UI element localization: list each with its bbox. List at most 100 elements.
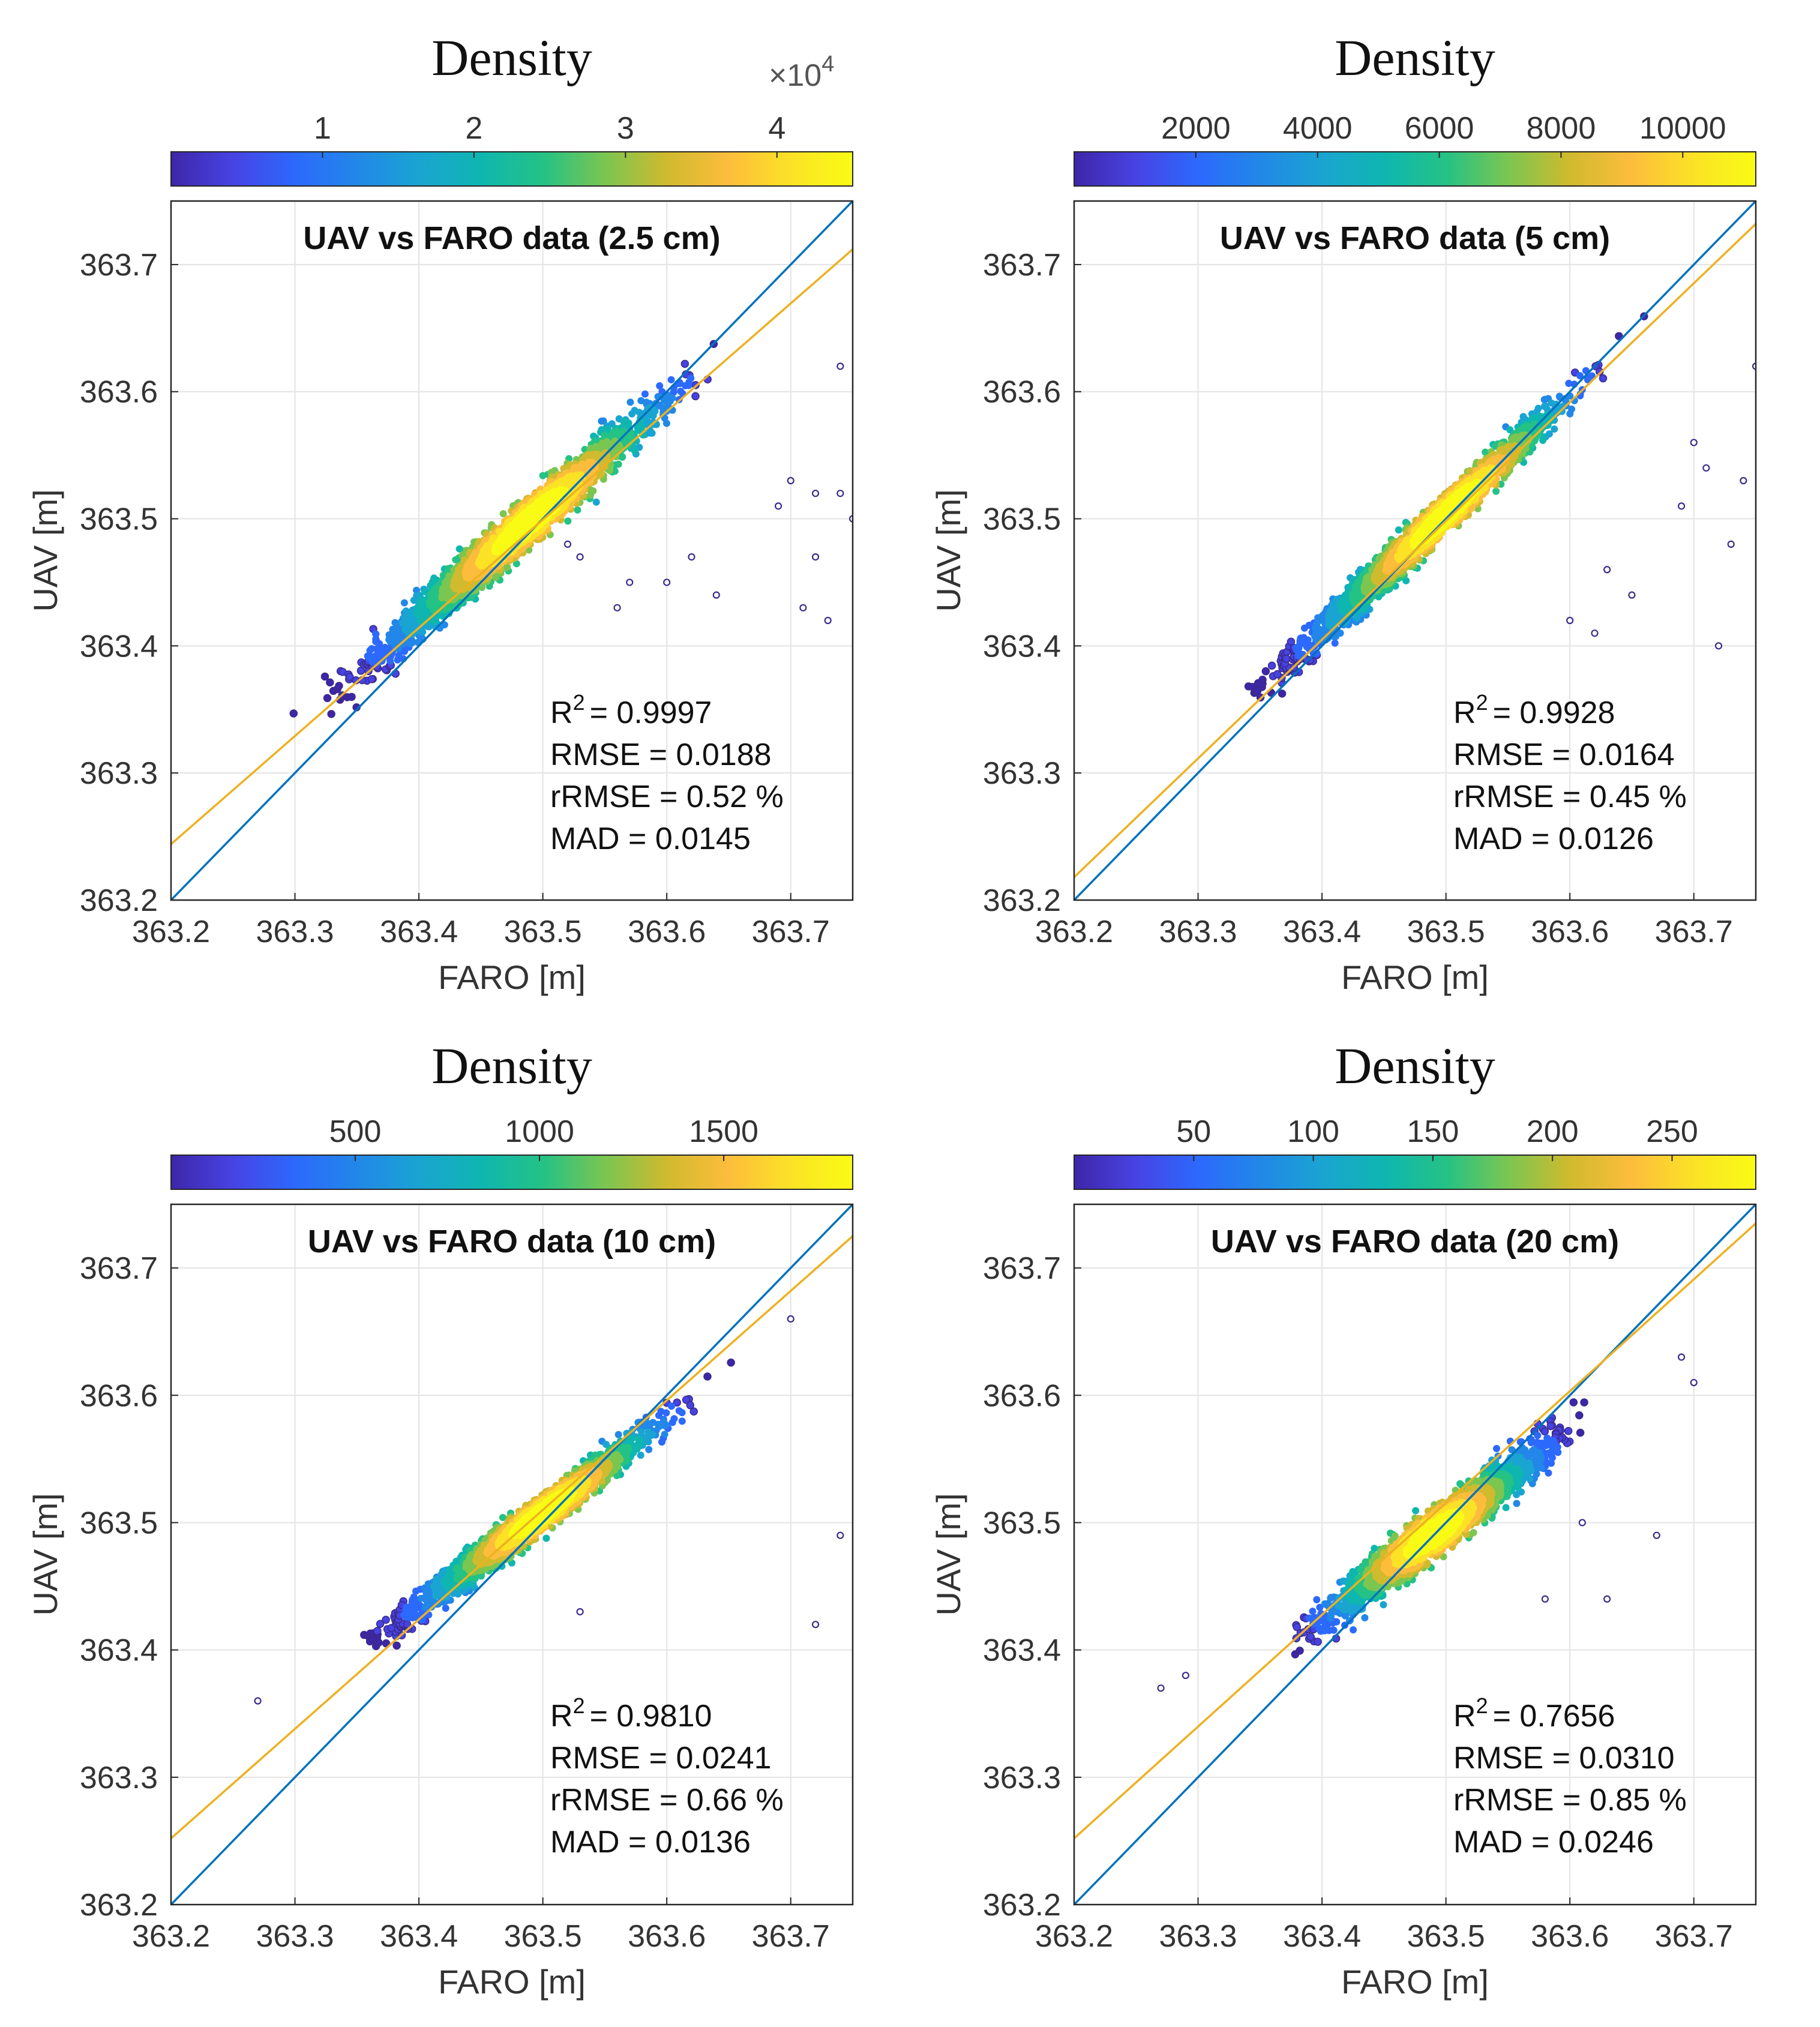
scatter-point bbox=[670, 388, 677, 396]
x-tick-label: 363.5 bbox=[504, 914, 582, 949]
scatter-point bbox=[637, 397, 645, 404]
scatter-point bbox=[1278, 689, 1287, 698]
scatter-point bbox=[1261, 667, 1270, 676]
stat-rmse: RMSE = 0.0188 bbox=[550, 737, 772, 772]
colorbar-exponent-power: 4 bbox=[821, 52, 834, 77]
scatter-point bbox=[691, 392, 700, 401]
colorbar-tick-label: 1 bbox=[314, 111, 331, 146]
colorbar-exponent-base: ×10 bbox=[769, 58, 821, 93]
scatter-point bbox=[1331, 639, 1339, 647]
y-tick-label: 363.7 bbox=[80, 248, 158, 283]
scatter-point bbox=[1296, 641, 1303, 649]
identity-line bbox=[171, 201, 853, 900]
outlier-point bbox=[799, 604, 807, 611]
colorbar-tick-label: 8000 bbox=[1527, 111, 1596, 146]
stat-mad: MAD = 0.0145 bbox=[550, 821, 751, 856]
outlier-point bbox=[836, 490, 844, 497]
scatter-point bbox=[326, 678, 334, 687]
y-tick-label: 363.5 bbox=[80, 502, 158, 537]
x-tick-label: 363.7 bbox=[752, 914, 830, 949]
scatter-point bbox=[413, 586, 421, 594]
scatter-point bbox=[335, 682, 343, 690]
scatter-point bbox=[320, 672, 329, 681]
scatter-point bbox=[1492, 487, 1500, 495]
outlier-point bbox=[663, 578, 671, 586]
scatter-point bbox=[656, 382, 664, 390]
scatter-point bbox=[1599, 374, 1608, 383]
outlier-point bbox=[811, 490, 820, 497]
scatter-point bbox=[626, 398, 634, 406]
outlier-point bbox=[626, 578, 634, 586]
outlier-point bbox=[787, 476, 794, 485]
outlier-point bbox=[811, 553, 820, 561]
scatter-point bbox=[1565, 379, 1573, 387]
y-tick-label: 363.2 bbox=[80, 883, 158, 918]
scatter-point bbox=[1482, 448, 1489, 456]
scatter-point bbox=[564, 517, 572, 525]
outlier-point bbox=[613, 604, 621, 611]
stat-r2-label: R bbox=[550, 695, 573, 730]
scatter-point bbox=[682, 382, 689, 389]
stat-rrmse: rRMSE = 0.52 % bbox=[550, 779, 784, 814]
colorbar-exponent: ×104 bbox=[769, 52, 834, 93]
stat-r2: R2 = 0.9997 bbox=[550, 690, 712, 730]
scatter-point bbox=[440, 621, 448, 629]
colorbar-tick-label: 6000 bbox=[1405, 111, 1474, 146]
outlier-point bbox=[774, 502, 782, 510]
scatter-point bbox=[1402, 577, 1410, 584]
x-axis-label: FARO [m] bbox=[438, 958, 586, 996]
scatter-point bbox=[1258, 676, 1267, 684]
scatter-point bbox=[323, 694, 332, 703]
scatter-point bbox=[327, 710, 335, 718]
scatter-point bbox=[628, 410, 636, 418]
scatter-point bbox=[1576, 372, 1584, 380]
scatter-point bbox=[1395, 526, 1402, 534]
scatter-point bbox=[599, 417, 607, 425]
outlier-point bbox=[688, 553, 695, 561]
colorbar-tick-label: 10000 bbox=[1639, 111, 1726, 146]
scatter-point bbox=[1551, 425, 1558, 433]
stat-r2-sup: 2 bbox=[573, 690, 585, 715]
colorbar-tick-label: 2 bbox=[465, 111, 482, 146]
outlier-point bbox=[836, 362, 844, 370]
regression-line bbox=[171, 248, 853, 845]
scatter-points bbox=[289, 340, 853, 718]
colorbar-tick-label: 3 bbox=[617, 111, 634, 146]
colorbar-tick-label: 4000 bbox=[1283, 111, 1353, 146]
scatter-point bbox=[1584, 376, 1591, 383]
axes-box bbox=[170, 200, 854, 901]
outlier-point bbox=[563, 540, 572, 548]
scatter-point bbox=[527, 517, 535, 524]
colorbar-tick-label: 2000 bbox=[1161, 111, 1231, 146]
scatter-point bbox=[1568, 405, 1576, 413]
y-tick-label: 363.6 bbox=[80, 375, 158, 410]
scatter-point bbox=[503, 563, 511, 571]
plot-title: UAV vs FARO data (2.5 cm) bbox=[303, 220, 720, 256]
scatter-point bbox=[346, 673, 354, 681]
scatter-point bbox=[1304, 636, 1312, 644]
y-tick-label: 363.3 bbox=[80, 756, 158, 791]
scatter-point bbox=[1282, 655, 1291, 663]
scatter-point bbox=[400, 599, 408, 607]
colorbar bbox=[170, 151, 853, 187]
scatter-point bbox=[641, 390, 649, 398]
scatter-point bbox=[289, 709, 298, 718]
stat-r2-value: = 0.9997 bbox=[590, 695, 712, 730]
outlier-point bbox=[712, 591, 720, 599]
x-tick-label: 363.2 bbox=[132, 914, 210, 949]
scatter-point bbox=[680, 359, 689, 368]
outlier-point bbox=[576, 553, 584, 561]
x-tick-label: 363.6 bbox=[628, 914, 706, 949]
scatter-point bbox=[376, 640, 383, 647]
scatter-point bbox=[1273, 670, 1282, 679]
scatter-point bbox=[634, 424, 641, 431]
colorbar-tick-label: 4 bbox=[768, 111, 785, 146]
x-tick-label: 363.4 bbox=[380, 914, 458, 949]
scatter-point bbox=[1267, 661, 1276, 670]
scatter-point bbox=[677, 388, 685, 395]
x-tick-label: 363.3 bbox=[256, 914, 334, 949]
scatter-point bbox=[367, 674, 376, 683]
